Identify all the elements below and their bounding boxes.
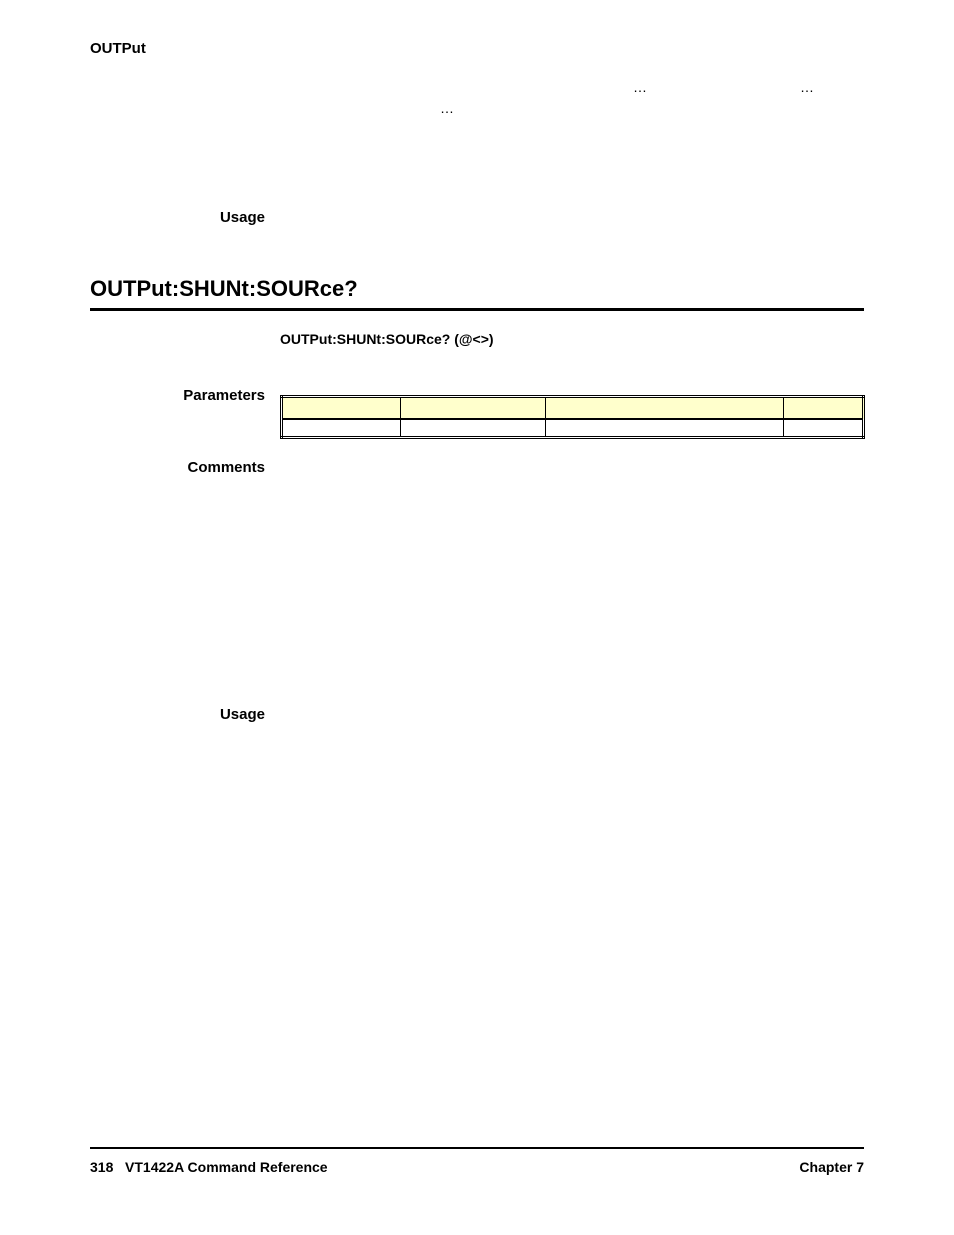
footer-right: Chapter 7: [799, 1159, 864, 1175]
page-footer: 318 VT1422A Command Reference Chapter 7: [90, 1147, 864, 1175]
section-heading-text: OUTPut:SHUNt:SOURce?: [90, 276, 358, 301]
footer-left: 318 VT1422A Command Reference: [90, 1159, 328, 1175]
top-ellipsis-3: …: [440, 98, 454, 119]
param-cell-1: [282, 419, 401, 438]
param-header-3: [545, 397, 784, 420]
parameters-label: Parameters: [90, 387, 265, 404]
param-header-row: [282, 397, 864, 420]
param-cell-4: [784, 419, 864, 438]
top-line1-left: [280, 77, 580, 98]
usage-label-1: Usage: [90, 209, 265, 226]
page-number: 318: [90, 1159, 113, 1175]
page: OUTPut … … … Usage OUTPut:SHUNt:SOURce? …: [0, 0, 954, 1235]
usage-label-2: Usage: [90, 706, 265, 723]
top-ellipsis-2: …: [800, 77, 814, 98]
section-heading: OUTPut:SHUNt:SOURce?: [90, 276, 864, 311]
param-row: [282, 419, 864, 438]
header-title-text: OUTPut: [90, 40, 146, 57]
parameters-table: [280, 395, 865, 439]
top-ellipsis-1: …: [580, 77, 700, 98]
comments-label: Comments: [90, 459, 265, 476]
param-header-4: [784, 397, 864, 420]
top-text-block: … … …: [280, 77, 864, 119]
syntax-cmd: OUTPut:SHUNt:SOURce? (@<: [280, 331, 481, 347]
syntax-line: OUTPut:SHUNt:SOURce? (@<>): [280, 331, 864, 347]
running-header: OUTPut: [90, 40, 864, 57]
param-header-1: [282, 397, 401, 420]
syntax-end: >): [481, 331, 494, 347]
param-cell-3: [545, 419, 784, 438]
param-cell-2: [401, 419, 545, 438]
param-header-2: [401, 397, 545, 420]
top-line2-left: [280, 98, 440, 119]
footer-doc-title: VT1422A Command Reference: [125, 1159, 328, 1175]
